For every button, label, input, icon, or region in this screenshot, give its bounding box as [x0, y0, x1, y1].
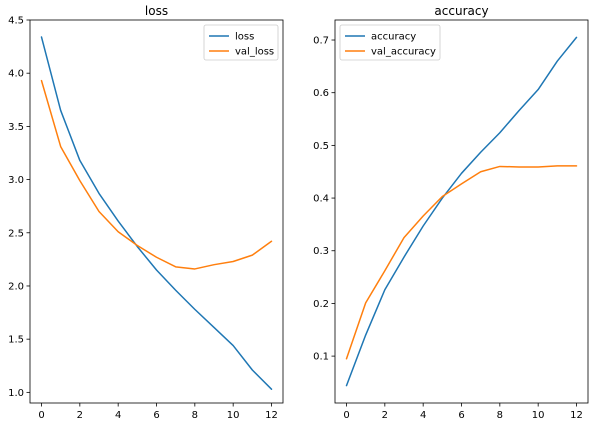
x-tick-label: 6: [458, 410, 464, 421]
series-line-val_loss: [40, 79, 273, 270]
chart-panel-loss: loss 0 2 4 6 8 10 12 1.0 1.5 2.0 2.5 3.0 3.5 4.0 4.5 los…: [8, 4, 284, 421]
y-tick-label: 4.0: [8, 69, 24, 80]
chart-title: accuracy: [434, 4, 488, 18]
plot-frame: [29, 19, 284, 404]
legend-label-loss: loss: [235, 32, 254, 43]
y-tick-label: 3.0: [8, 175, 24, 186]
series-line-accuracy: [345, 36, 578, 387]
x-tick-label: 8: [192, 410, 198, 421]
y-tick-label: 1.5: [8, 335, 24, 346]
x-tick-label: 12: [570, 410, 583, 421]
y-tick-label: 3.5: [8, 122, 24, 133]
x-tick-label: 0: [38, 410, 44, 421]
y-tick-label: 0.7: [313, 36, 329, 47]
legend-label-val_loss: val_loss: [235, 47, 274, 58]
x-tick-label: 4: [420, 410, 426, 421]
chart-panel-accuracy: accuracy 0 2 4 6 8 10 12 0.1 0.2 0.3 0.4 0.5 0.6 0.7 ac…: [313, 4, 589, 421]
y-tick-label: 0.1: [313, 352, 329, 363]
y-tick-label: 0.2: [313, 299, 329, 310]
legend: loss val_loss: [203, 24, 279, 61]
legend: accuracy val_accuracy: [339, 24, 441, 61]
series-line-val_accuracy: [345, 165, 578, 360]
y-tick-label: 0.5: [313, 141, 329, 152]
plot-frame: [334, 19, 589, 404]
x-tick-label: 2: [382, 410, 388, 421]
x-tick-label: 2: [77, 410, 83, 421]
x-tick-label: 12: [265, 410, 278, 421]
y-tick-label: 0.3: [313, 246, 329, 257]
y-tick-label: 1.0: [8, 388, 24, 399]
x-tick-label: 0: [343, 410, 349, 421]
y-tick-label: 2.5: [8, 228, 24, 239]
y-tick-label: 2.0: [8, 281, 24, 292]
legend-label-val_accuracy: val_accuracy: [371, 47, 436, 58]
x-tick-label: 4: [115, 410, 121, 421]
x-tick-label: 10: [227, 410, 240, 421]
legend-label-accuracy: accuracy: [371, 32, 416, 43]
x-tick-label: 6: [153, 410, 159, 421]
chart-title: loss: [145, 4, 168, 18]
x-tick-label: 8: [497, 410, 503, 421]
y-tick-label: 0.6: [313, 88, 329, 99]
y-tick-label: 4.5: [8, 16, 24, 27]
series-line-loss: [40, 36, 273, 390]
x-tick-label: 10: [532, 410, 545, 421]
y-tick-label: 0.4: [313, 194, 329, 205]
